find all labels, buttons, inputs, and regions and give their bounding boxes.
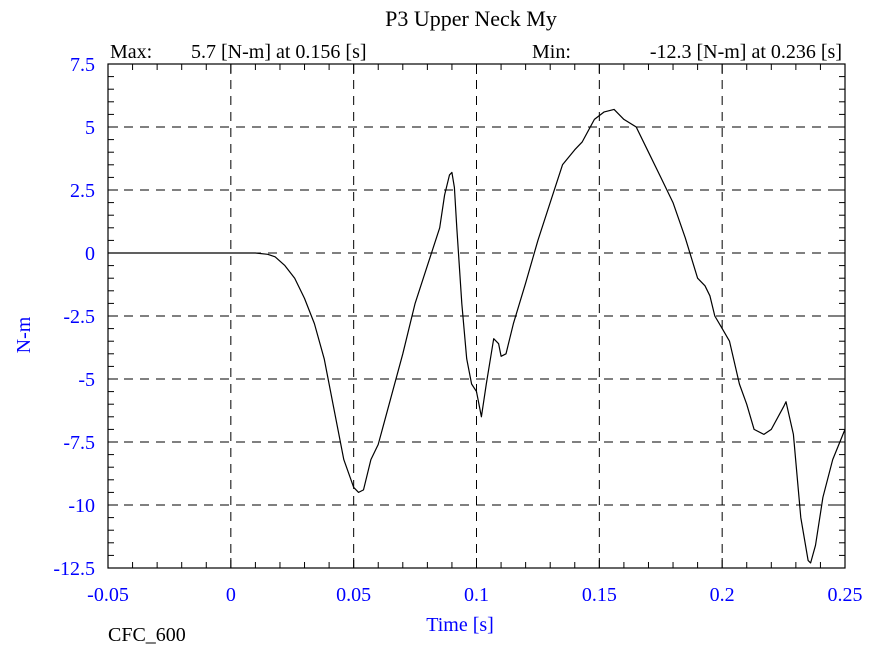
y-tick-labels: 7.5 5 2.5 0 -2.5 -5 -7.5 -10 -12.5 xyxy=(53,54,95,580)
series-line xyxy=(108,108,846,564)
plot-frame xyxy=(107,63,846,569)
grid-lines xyxy=(108,64,845,568)
y-tick-label: 2.5 xyxy=(70,180,95,202)
y-tick-label: 7.5 xyxy=(70,54,95,76)
x-tick-label: 0.25 xyxy=(828,584,863,606)
min-value: -12.3 [N-m] at 0.236 [s] xyxy=(650,41,842,63)
y-tick-label: -7.5 xyxy=(63,432,95,454)
chart-title: P3 Upper Neck My xyxy=(385,6,557,31)
x-axis-label: Time [s] xyxy=(426,614,494,636)
max-label: Max: xyxy=(110,41,152,63)
y-tick-label: -10 xyxy=(68,495,95,517)
y-tick-label: -2.5 xyxy=(63,306,95,328)
y-tick-label: -12.5 xyxy=(53,558,95,580)
max-value: 5.7 [N-m] at 0.156 [s] xyxy=(191,41,367,63)
x-tick-label: -0.05 xyxy=(87,584,129,606)
y-tick-label: 5 xyxy=(85,117,95,139)
filter-label: CFC_600 xyxy=(108,624,186,646)
x-tick-label: 0.1 xyxy=(464,584,489,606)
tick-marks xyxy=(107,63,846,569)
x-tick-label: 0.2 xyxy=(710,584,735,606)
x-tick-label: 0.15 xyxy=(582,584,617,606)
y-tick-label: 0 xyxy=(85,243,95,265)
x-tick-label: 0 xyxy=(226,584,236,606)
y-tick-label: -5 xyxy=(78,369,95,391)
y-axis-label: N-m xyxy=(13,316,35,353)
x-tick-labels: -0.05 0 0.05 0.1 0.15 0.2 0.25 xyxy=(87,584,862,606)
x-tick-label: 0.05 xyxy=(336,584,371,606)
min-label: Min: xyxy=(532,41,571,63)
